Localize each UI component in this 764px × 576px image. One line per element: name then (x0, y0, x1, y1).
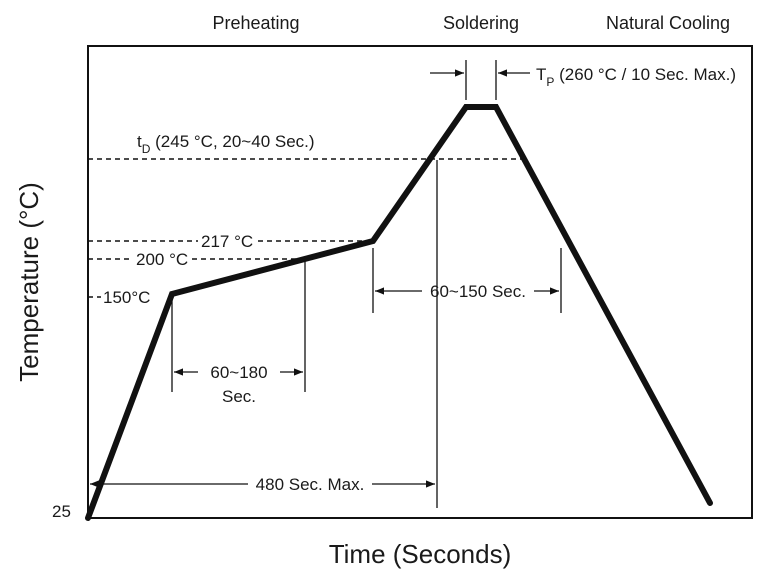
t200-label: 200 °C (136, 250, 188, 269)
tp-description: (260 °C / 10 Sec. Max.) (554, 65, 736, 84)
phase-natural-cooling-label: Natural Cooling (606, 13, 730, 33)
preheat-time-label-line1: 60~180 (210, 363, 267, 382)
tp-label: TP (260 °C / 10 Sec. Max.) (536, 65, 736, 89)
td-label: tD (245 °C, 20~40 Sec.) (137, 132, 315, 156)
tp-symbol: T (536, 65, 546, 84)
t150-label: 150°C (103, 288, 150, 307)
tp-subscript: P (546, 75, 554, 89)
preheat-time-label-line2: Sec. (222, 387, 256, 406)
y-axis-title: Temperature (°C) (14, 182, 44, 382)
td-subscript: D (142, 142, 151, 156)
t217-label: 217 °C (201, 232, 253, 251)
reflow-time-label: 60~150 Sec. (430, 282, 526, 301)
phase-soldering-label: Soldering (443, 13, 519, 33)
td-description: (245 °C, 20~40 Sec.) (150, 132, 314, 151)
y-origin-label: 25 (52, 502, 71, 521)
temperature-profile-curve (85, 104, 713, 521)
x-axis-title: Time (Seconds) (329, 539, 512, 569)
total-time-label: 480 Sec. Max. (256, 475, 365, 494)
td-symbol: t (137, 132, 142, 151)
plot-frame (87, 45, 753, 519)
phase-preheating-label: Preheating (212, 13, 299, 33)
